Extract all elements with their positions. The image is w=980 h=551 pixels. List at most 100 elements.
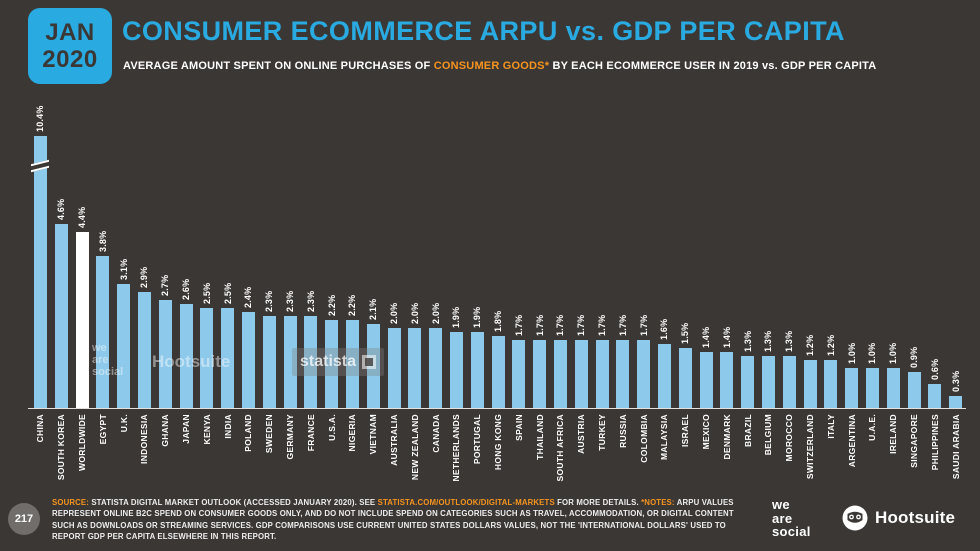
bar-denmark	[720, 352, 734, 408]
bar-malaysia	[657, 344, 671, 408]
bar-switzerland	[803, 360, 817, 408]
bar-value-label: 1.7%	[576, 314, 587, 336]
bar-category-label: PORTUGAL	[472, 414, 483, 465]
bar-u-k	[117, 284, 131, 408]
bar-value-label: 1.7%	[617, 314, 628, 336]
bar-value-label: 2.1%	[368, 298, 379, 320]
bar-value-label: 2.9%	[139, 266, 150, 288]
bar-israel	[678, 348, 692, 408]
bar-category-label: BRAZIL	[742, 414, 753, 447]
bar-new-zealand	[408, 328, 422, 408]
bar-value-label: 1.4%	[701, 326, 711, 348]
bar-kenya	[200, 308, 214, 408]
subtitle-highlight: CONSUMER GOODS*	[433, 60, 550, 72]
bar-value-label: 1.0%	[846, 342, 857, 364]
bar-value-label: 0.6%	[929, 358, 940, 380]
bar-category-label: KENYA	[201, 414, 212, 445]
bar-category-label: U.A.E.	[867, 414, 878, 441]
bar-worldwide	[75, 232, 89, 408]
bar-category-label: IRELAND	[888, 414, 899, 454]
bar-value-label: 1.4%	[721, 326, 732, 348]
bar-category-label: SOUTH KOREA	[56, 414, 67, 481]
bar-china	[33, 136, 47, 408]
bar-category-label: HONG KONG	[493, 414, 503, 471]
source-label: SOURCE:	[52, 498, 92, 507]
bar-value-label: 1.5%	[680, 322, 691, 344]
bar-category-label: PHILIPPINES	[929, 414, 940, 471]
bar-value-label: 2.3%	[264, 290, 275, 312]
bar-value-label: 2.2%	[347, 294, 358, 316]
bar-chart: 10.4% CHINA 4.6% SOUTH KOREA 4.4% WORLDWIDE 3.…	[0, 90, 980, 500]
page-subtitle: AVERAGE AMOUNT SPENT ON ONLINE PURCHASES…	[123, 60, 876, 72]
bar-belgium	[761, 356, 775, 408]
date-badge: JAN 2020	[28, 8, 112, 84]
notes-body: ARPU VALUES REPRESENT ONLINE B2C SPEND O…	[52, 498, 734, 541]
bar-value-label: 10.4%	[35, 105, 46, 132]
bar-category-label: FRANCE	[305, 414, 316, 452]
bar-argentina	[845, 368, 859, 408]
bar-value-label: 1.2%	[825, 334, 836, 356]
bar-value-label: 1.7%	[638, 314, 649, 336]
bar-value-label: 1.0%	[888, 342, 899, 364]
bar-france	[304, 316, 318, 408]
bar-category-label: NETHERLANDS	[451, 414, 462, 482]
bar-austria	[574, 340, 588, 408]
bar-spain	[512, 340, 526, 408]
bar-category-label: CHINA	[35, 414, 46, 443]
bar-russia	[616, 340, 630, 408]
bar-value-label: 2.7%	[160, 274, 171, 296]
statista-watermark-text: statista	[300, 353, 357, 370]
bar-turkey	[595, 340, 609, 408]
bar-value-label: 1.8%	[493, 310, 503, 332]
bar-u-a-e	[865, 368, 879, 408]
bar-category-label: THAILAND	[534, 414, 545, 460]
bar-nigeria	[345, 320, 359, 408]
source-link-text: STATISTA.COM/OUTLOOK/DIGITAL-MARKETS	[377, 498, 555, 507]
bar-category-label: SOUTH AFRICA	[555, 414, 566, 482]
bar-value-label: 1.6%	[659, 318, 670, 340]
bar-value-label: 2.5%	[201, 282, 212, 304]
bar-u-s-a	[325, 320, 339, 408]
bar-category-label: GHANA	[160, 414, 171, 447]
bar-value-label: 1.7%	[555, 314, 566, 336]
bar-category-label: CANADA	[430, 414, 441, 453]
bar-value-label: 0.9%	[909, 346, 919, 368]
bar-category-label: JAPAN	[181, 414, 191, 444]
source-body: FOR MORE DETAILS.	[554, 498, 642, 507]
bar-category-label: U.K.	[118, 414, 129, 433]
date-badge-month: JAN	[45, 19, 95, 46]
bar-category-label: MALAYSIA	[659, 414, 670, 461]
bar-category-label: ISRAEL	[680, 414, 691, 447]
bar-category-label: ITALY	[825, 414, 836, 439]
hootsuite-wordmark: Hootsuite	[875, 508, 956, 527]
bar-sweden	[262, 316, 276, 408]
logo-word: social	[772, 524, 811, 539]
bar-netherlands	[449, 332, 463, 408]
bar-ireland	[886, 368, 900, 408]
bar-category-label: INDONESIA	[139, 414, 150, 464]
bar-category-label: NEW ZEALAND	[409, 414, 420, 481]
bar-south-africa	[553, 340, 567, 408]
subtitle-post: BY EACH ECOMMERCE USER IN 2019 vs. GDP P…	[549, 60, 877, 72]
bar-category-label: SINGAPORE	[909, 414, 919, 468]
bar-singapore	[907, 372, 921, 408]
bar-value-label: 1.2%	[805, 334, 815, 356]
subtitle-pre: AVERAGE AMOUNT SPENT ON ONLINE PURCHASES…	[123, 60, 434, 72]
bar-value-label: 4.4%	[77, 206, 87, 228]
watermark-word: are	[92, 354, 109, 366]
bar-category-label: SWEDEN	[264, 414, 275, 454]
bar-category-label: EGYPT	[97, 414, 108, 445]
statista-logo-icon	[362, 355, 377, 369]
bar-value-label: 1.7%	[597, 314, 607, 336]
statista-watermark: statista	[292, 348, 385, 376]
bar-category-label: WORLDWIDE	[77, 414, 87, 471]
bar-value-label: 2.0%	[389, 302, 399, 324]
bar-portugal	[470, 332, 484, 408]
bar-value-label: 0.3%	[950, 370, 961, 392]
bar-colombia	[637, 340, 651, 408]
we-are-social-watermark: we are social	[92, 342, 123, 378]
bar-india	[221, 308, 235, 408]
bar-value-label: 1.7%	[534, 314, 545, 336]
hootsuite-watermark: Hootsuite	[152, 352, 231, 371]
bar-value-label: 1.3%	[742, 330, 753, 352]
